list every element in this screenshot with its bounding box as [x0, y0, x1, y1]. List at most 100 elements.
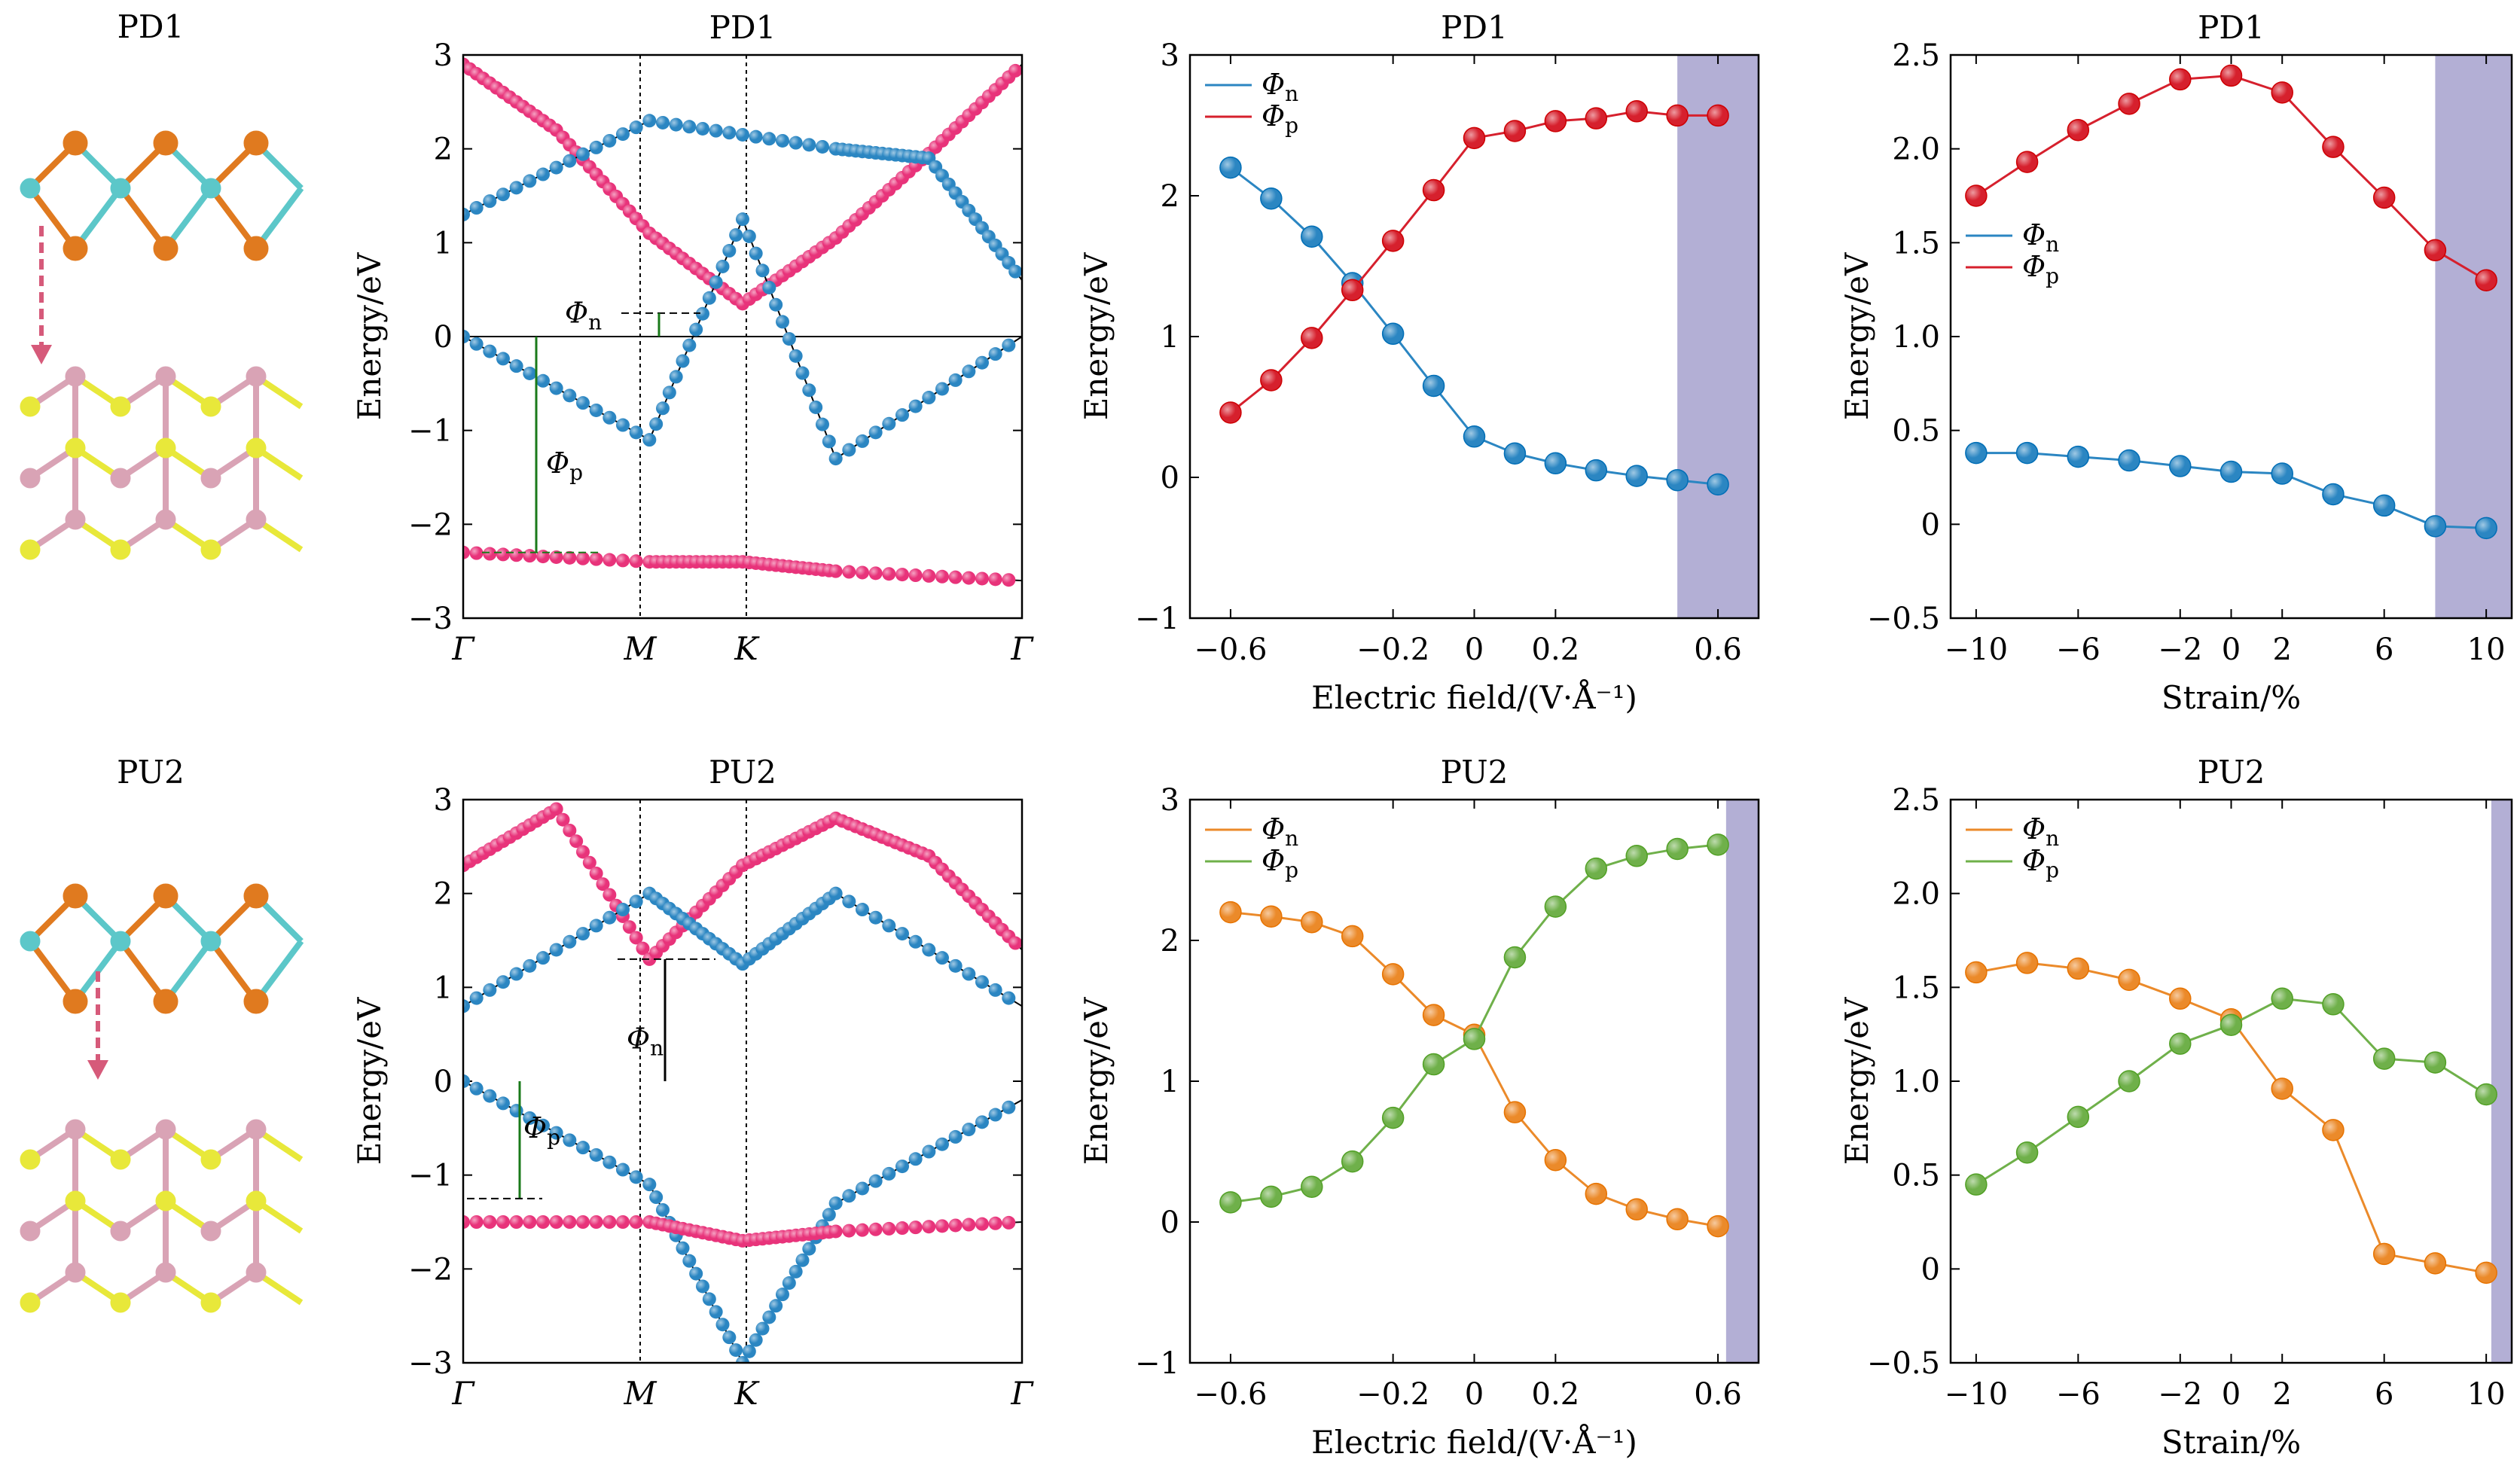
band-point — [868, 425, 883, 440]
band-point — [962, 571, 976, 585]
atom — [246, 1119, 267, 1140]
plot-frame — [1188, 798, 1760, 1364]
band-point — [549, 943, 563, 957]
band-point — [696, 1279, 709, 1294]
band-point — [616, 903, 630, 917]
band-point — [722, 126, 737, 140]
atom — [246, 1190, 267, 1211]
bands — [463, 802, 1022, 1363]
x-axis-label: Electric field/(V·Å⁻¹) — [1311, 678, 1637, 716]
band-point — [629, 425, 643, 440]
bond — [72, 186, 124, 251]
y-tick-label: −1 — [1135, 602, 1179, 636]
data-point — [1219, 401, 1242, 424]
band-point — [782, 332, 796, 346]
data-point — [1422, 374, 1445, 398]
y-axis-label: Energy/eV — [1078, 252, 1115, 420]
band-point — [729, 1343, 743, 1358]
x-tick-label: 0 — [1465, 632, 1484, 667]
atom — [155, 366, 176, 387]
plot-frame — [462, 798, 1024, 1364]
band-point — [523, 549, 537, 563]
band-point — [616, 418, 630, 432]
band-point — [496, 1096, 510, 1111]
data-point — [1585, 107, 1608, 130]
data-point — [1219, 901, 1242, 924]
band-point — [975, 1217, 989, 1231]
data-point — [2372, 186, 2396, 209]
kpoint-label: K — [734, 630, 760, 667]
data-point — [1707, 473, 1729, 496]
bond — [117, 939, 169, 1004]
band-point — [556, 812, 570, 827]
data-point — [1666, 1208, 1689, 1231]
data-point — [1544, 1148, 1567, 1172]
band-point — [776, 133, 789, 148]
data-point — [2169, 987, 2192, 1010]
data-point — [2424, 515, 2447, 538]
band-point — [828, 564, 843, 578]
y-tick-label: 1 — [1161, 320, 1179, 355]
y-tick-label: −0.5 — [1867, 602, 1940, 636]
y-axis-label: Energy/eV — [1838, 252, 1875, 420]
atom — [246, 366, 267, 387]
data-point — [1666, 837, 1689, 861]
atom — [155, 437, 176, 459]
band-point — [828, 1196, 843, 1211]
panel-field-PU2: PU2 Energy/eV 3 2 1 0 −1 Electric field/(V·Å⁻¹)… — [1078, 754, 1760, 1461]
y-tick-label: −1 — [408, 1159, 453, 1193]
x-tick-label: −10 — [1945, 632, 2008, 667]
band-point — [563, 1133, 577, 1147]
band-point — [922, 943, 936, 957]
y-tick-label: 2.5 — [1892, 38, 1940, 73]
data-point — [1463, 425, 1486, 448]
band-point — [856, 903, 869, 917]
band-point — [988, 983, 1002, 997]
y-tick-label: 1.5 — [1892, 226, 1940, 261]
band-point — [576, 845, 590, 859]
band-point — [603, 133, 617, 148]
data-point — [2219, 64, 2243, 87]
panel-strain-PD1: PD1 Energy/eV 2.5 2.0 1.5 1.0 0.5 0 −0.5 Strain/%… — [1838, 9, 2513, 716]
data-point — [2424, 1051, 2447, 1074]
data-point — [2067, 118, 2090, 142]
band-point — [576, 396, 590, 410]
band-point — [689, 1266, 703, 1281]
band-point — [709, 1305, 723, 1319]
x-tick-label: 0.2 — [1532, 632, 1580, 667]
band-point — [589, 919, 603, 933]
data-point — [1965, 441, 1988, 465]
legend-label: Φn — [1262, 812, 1298, 851]
atom — [153, 130, 178, 156]
data-point — [1585, 857, 1608, 880]
data-point — [1503, 946, 1527, 969]
band-point — [629, 554, 643, 568]
data-point — [1381, 322, 1405, 346]
y-tick-label: 1.0 — [1892, 320, 1940, 355]
data-point — [2372, 494, 2396, 517]
data-point — [2271, 1077, 2293, 1100]
atom — [243, 236, 269, 261]
data-point — [1625, 1198, 1648, 1221]
data-point — [1625, 845, 1648, 867]
data-point — [2015, 151, 2039, 173]
phi-p-annotation: Φp — [523, 1111, 560, 1150]
band-point — [828, 1224, 843, 1239]
y-tick-label: 2.0 — [1892, 133, 1940, 167]
band-point — [603, 888, 617, 902]
band-point — [729, 228, 743, 242]
band-point — [709, 275, 723, 289]
band-point — [689, 322, 703, 337]
band-point — [642, 433, 657, 447]
band-point — [536, 1118, 550, 1132]
band-point — [589, 1147, 603, 1162]
y-tick-label: 1 — [1161, 1065, 1179, 1099]
band-point — [762, 1310, 776, 1324]
data-point — [2271, 462, 2293, 485]
y-axis-label: Energy/eV — [351, 997, 388, 1165]
band-point — [589, 1215, 603, 1229]
band-point — [676, 354, 690, 368]
atom — [63, 989, 88, 1014]
atom — [110, 1292, 131, 1313]
